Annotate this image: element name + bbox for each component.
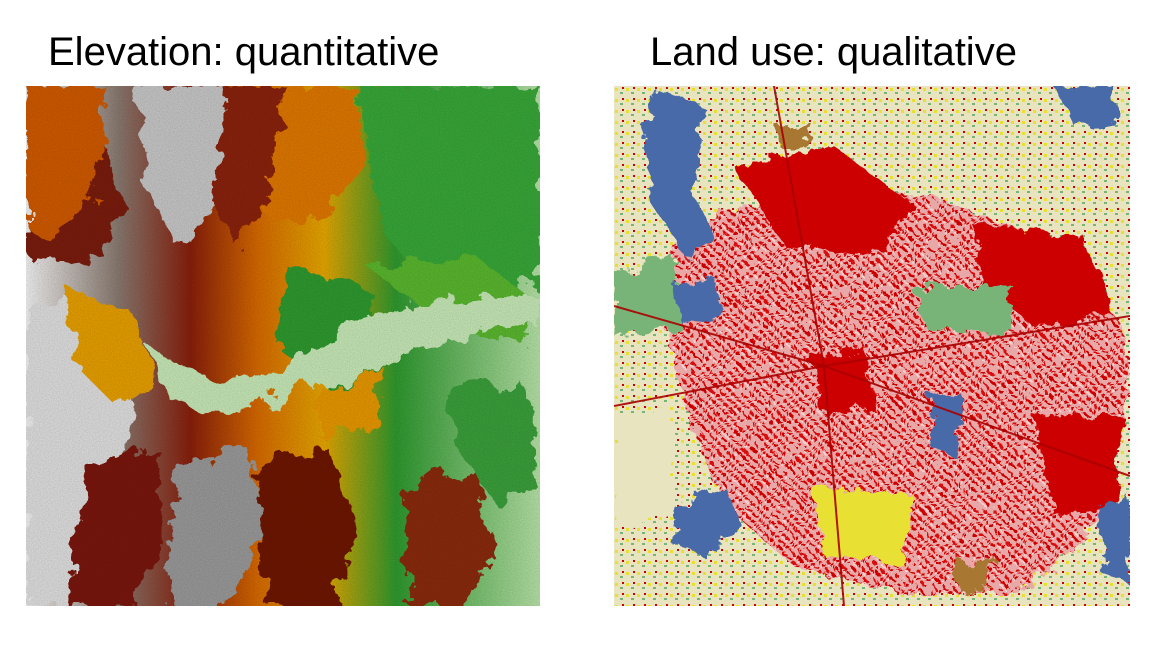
land-use-map [614, 86, 1130, 606]
land-use-map-image [614, 86, 1130, 606]
elevation-map-title: Elevation: quantitative [48, 30, 440, 74]
elevation-map [26, 86, 540, 606]
elevation-map-image [26, 86, 540, 606]
land-use-map-title: Land use: qualitative [650, 30, 1017, 74]
